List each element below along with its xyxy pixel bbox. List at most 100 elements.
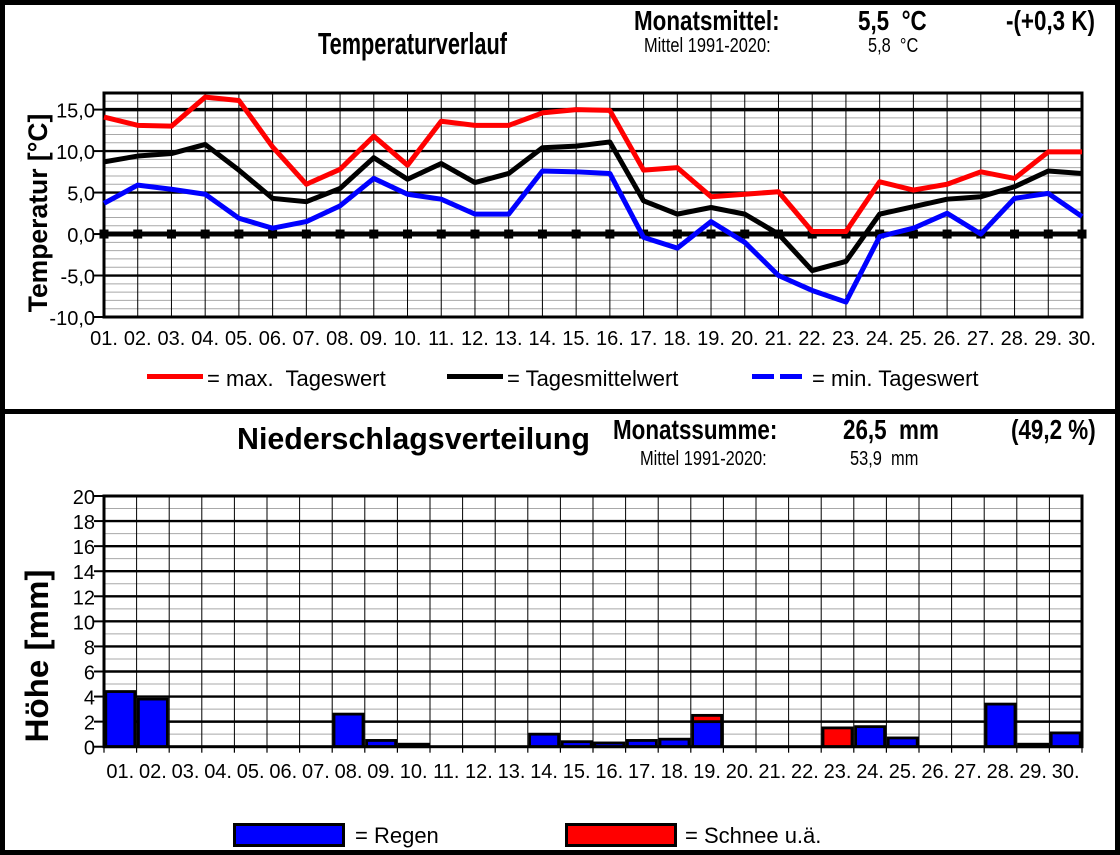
y-tick-label: 20	[73, 487, 95, 509]
x-tick-label: 18.	[663, 328, 691, 350]
rain-bar	[104, 690, 137, 749]
x-tick-label: 16.	[595, 761, 623, 783]
rain-bar	[528, 732, 560, 749]
y-tick-label: 2	[84, 713, 95, 735]
x-tick-label: 30.	[1052, 761, 1080, 783]
temperature-y-axis-title: Temperatur [°C]	[23, 114, 53, 313]
y-tick-label: -10,0	[49, 308, 95, 330]
x-tick-label: 02.	[124, 328, 152, 350]
x-tick-label: 06.	[259, 328, 287, 350]
panel-divider	[0, 409, 1120, 414]
x-tick-label: 05.	[237, 761, 265, 783]
zero-line-marker	[436, 229, 446, 239]
zero-line-marker	[369, 229, 379, 239]
plot-border	[102, 91, 1084, 319]
zero-line-marker	[166, 229, 176, 239]
rain-bar	[1049, 731, 1082, 749]
x-tick-label: 12.	[461, 328, 489, 350]
x-tick-label: 03.	[158, 328, 186, 350]
x-tick-label: 25.	[889, 761, 917, 783]
y-tick-label: -5,0	[61, 267, 95, 289]
x-tick-label: 15.	[563, 761, 591, 783]
zero-line-marker	[672, 229, 682, 239]
zero-line-marker	[571, 229, 581, 239]
x-tick-label: 04.	[191, 328, 219, 350]
x-tick-label: 26.	[933, 328, 961, 350]
precipitation-chart: 0 2 4 6 8 10 12 14 16 18 20 01. 02. 03. 04. 05. 06. 07. 08…	[19, 487, 1084, 783]
temperature-reference-value: 5,8 °C	[868, 35, 919, 57]
x-tick-label: 29.	[1034, 328, 1062, 350]
legend-swatch-snow	[565, 823, 677, 847]
y-tick-label: 4	[84, 688, 95, 710]
legend-label-rain: = Regen	[355, 823, 439, 848]
temperature-title: Temperaturverlauf	[318, 26, 507, 61]
y-tick-label: 8	[84, 637, 95, 659]
x-tick-label: 27.	[967, 328, 995, 350]
precipitation-plot: 0 2 4 6 8 10 12 14 16 18 20 01. 02. 03. 04. 05. 06. 07. 08…	[19, 487, 1084, 783]
temperature-plot: -10,0 -5,0 0,0 5,0 10,0 15,0 01. 02. 03. 04. 05. 06…	[23, 91, 1096, 350]
zero-line-marker	[1043, 229, 1053, 239]
y-tick-label: 6	[84, 662, 95, 684]
x-tick-label: 06.	[269, 761, 297, 783]
x-tick-label: 23.	[824, 761, 852, 783]
legend-label-min: = min. Tageswert	[812, 366, 979, 391]
precipitation-reference-label: Mittel 1991-2020:	[640, 448, 767, 470]
snow-bar	[821, 726, 854, 749]
x-tick-label: 20.	[726, 761, 754, 783]
rain-bar	[136, 697, 169, 749]
x-tick-label: 07.	[292, 328, 320, 350]
x-tick-label: 25.	[899, 328, 927, 350]
zero-line-marker	[470, 229, 480, 239]
x-tick-label: 23.	[832, 328, 860, 350]
zero-line-marker	[605, 229, 615, 239]
x-tick-label: 21.	[765, 328, 793, 350]
x-tick-label: 17.	[628, 761, 656, 783]
zero-line-marker	[908, 229, 918, 239]
x-tick-label: 20.	[731, 328, 759, 350]
zero-line-marker	[706, 229, 716, 239]
legend-swatch-max	[147, 374, 203, 379]
y-tick-label: 0,0	[67, 225, 95, 247]
x-tick-label: 30.	[1068, 328, 1096, 350]
zero-line-marker	[301, 229, 311, 239]
y-tick-label: 10,0	[56, 142, 95, 164]
x-tick-label: 16.	[596, 328, 624, 350]
snow-bar	[691, 713, 723, 724]
x-tick-label: 05.	[225, 328, 253, 350]
x-tick-label: 29.	[1019, 761, 1047, 783]
x-tick-label: 19.	[697, 328, 725, 350]
x-tick-label: 18.	[661, 761, 689, 783]
x-tick-label: 03.	[172, 761, 200, 783]
zero-line-marker	[537, 229, 547, 239]
precipitation-summary-label: Monatssumme:	[613, 414, 778, 445]
temperature-chart: -10,0 -5,0 0,0 5,0 10,0 15,0 01. 02. 03. 04. 05. 06…	[23, 91, 1096, 350]
temperature-summary-value: 5,5 °C	[858, 5, 927, 36]
temperature-line-max	[103, 94, 1082, 235]
x-tick-label: 22.	[798, 328, 826, 350]
y-tick-label: 10	[73, 612, 95, 634]
legend-label-snow: = Schnee u.ä.	[685, 823, 822, 848]
x-tick-label: 09.	[360, 328, 388, 350]
x-tick-label: 08.	[335, 761, 363, 783]
legend-swatch-rain	[233, 823, 345, 847]
x-tick-label: 12.	[465, 761, 493, 783]
x-tick-label: 15.	[562, 328, 590, 350]
temperature-reference-label: Mittel 1991-2020:	[644, 35, 771, 57]
x-tick-label: 19.	[693, 761, 721, 783]
precipitation-summary-percent: (49,2 %)	[1011, 414, 1096, 445]
x-tick-label: 10.	[394, 328, 422, 350]
x-tick-label: 28.	[987, 761, 1015, 783]
x-tick-label: 09.	[367, 761, 395, 783]
y-tick-label: 0	[84, 738, 95, 760]
temperature-line-min	[102, 168, 1084, 305]
zero-line-marker	[133, 229, 143, 239]
precipitation-y-axis-title: Höhe [mm]	[19, 570, 55, 743]
y-tick-label: 16	[73, 537, 95, 559]
zero-line-marker	[740, 229, 750, 239]
zero-line-marker	[1010, 229, 1020, 239]
legend-swatch-mean	[447, 374, 503, 379]
zero-line-marker	[335, 229, 345, 239]
y-tick-label: 15,0	[56, 101, 95, 123]
x-tick-label: 22.	[791, 761, 819, 783]
